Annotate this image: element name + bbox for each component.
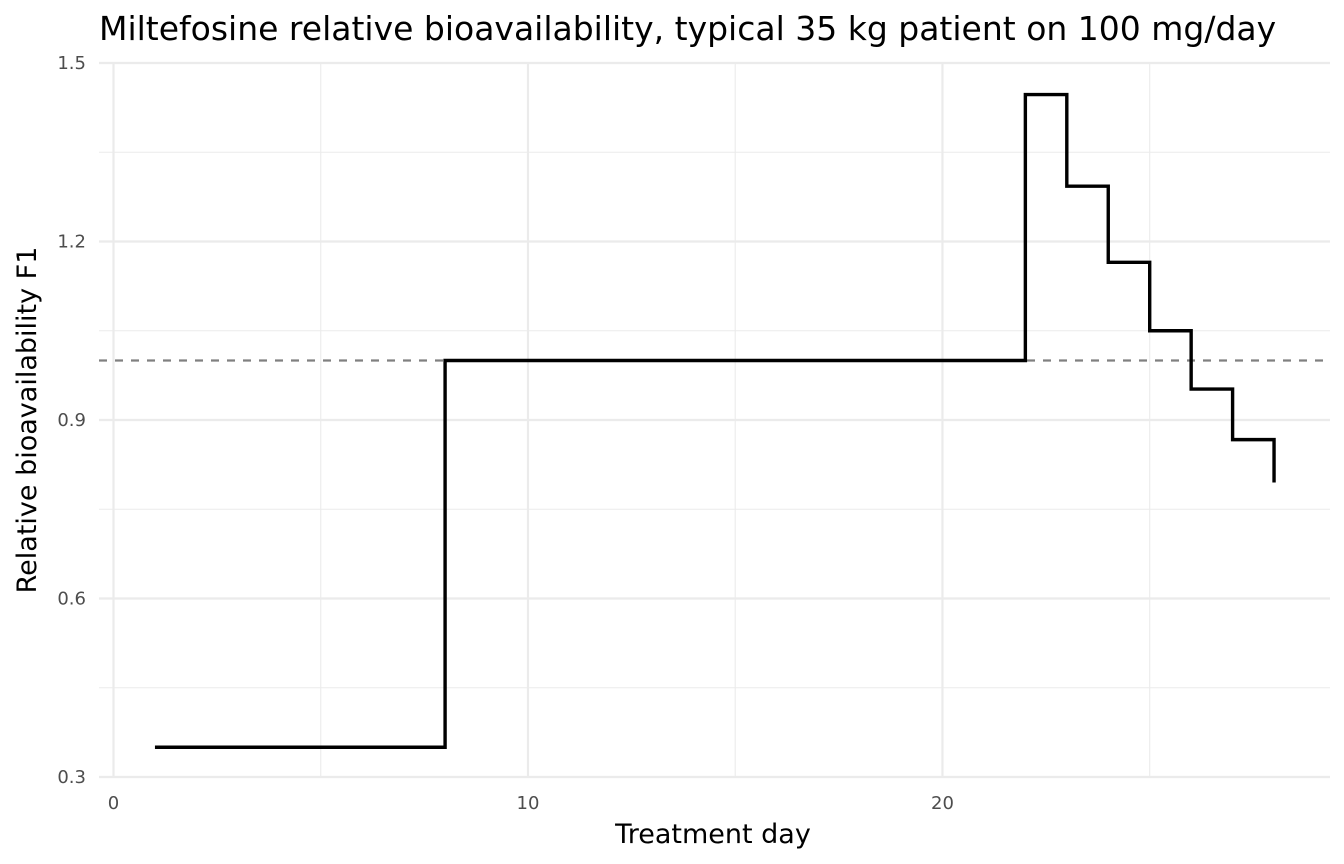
y-axis-title: Relative bioavailability F1 <box>12 247 43 594</box>
major-gridlines <box>99 61 1330 779</box>
x-tick-label: 20 <box>931 793 954 814</box>
chart-title: Miltefosine relative bioavailability, ty… <box>99 9 1277 48</box>
series-layer <box>154 92 1276 749</box>
x-tick-label: 10 <box>517 793 540 814</box>
y-tick-label: 0.9 <box>57 410 86 431</box>
x-tick-labels: 0 10 20 <box>108 793 954 814</box>
y-tick-label: 0.3 <box>57 767 86 788</box>
y-tick-label: 1.2 <box>57 232 86 253</box>
x-axis-title: Treatment day <box>614 819 811 850</box>
y-tick-label: 0.6 <box>57 589 86 610</box>
y-tick-labels: 0.3 0.6 0.9 1.2 1.5 <box>57 53 86 788</box>
series-step-line <box>154 92 1276 749</box>
x-tick-label: 0 <box>108 793 119 814</box>
y-tick-label: 1.5 <box>57 53 86 74</box>
